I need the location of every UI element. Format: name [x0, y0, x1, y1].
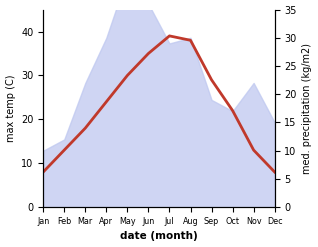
Y-axis label: max temp (C): max temp (C) — [5, 75, 16, 142]
Y-axis label: med. precipitation (kg/m2): med. precipitation (kg/m2) — [302, 43, 313, 174]
X-axis label: date (month): date (month) — [120, 231, 198, 242]
